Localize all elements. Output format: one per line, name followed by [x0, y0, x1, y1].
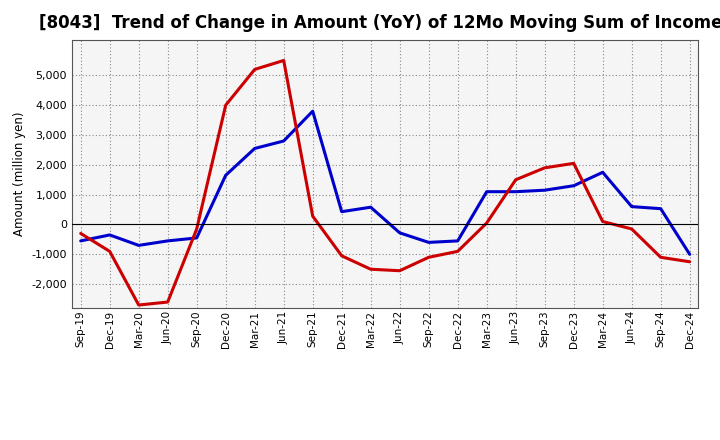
- Ordinary Income: [482, 189, 491, 194]
- Ordinary Income: [338, 209, 346, 214]
- Title: [8043]  Trend of Change in Amount (YoY) of 12Mo Moving Sum of Incomes: [8043] Trend of Change in Amount (YoY) o…: [38, 15, 720, 33]
- Net Income: [338, 253, 346, 258]
- Net Income: [482, 220, 491, 226]
- Ordinary Income: [511, 189, 520, 194]
- Net Income: [251, 67, 259, 72]
- Net Income: [511, 177, 520, 183]
- Ordinary Income: [395, 230, 404, 235]
- Ordinary Income: [424, 240, 433, 245]
- Ordinary Income: [221, 172, 230, 178]
- Net Income: [570, 161, 578, 166]
- Line: Ordinary Income: Ordinary Income: [81, 111, 690, 254]
- Ordinary Income: [163, 238, 172, 244]
- Net Income: [366, 267, 375, 272]
- Ordinary Income: [598, 170, 607, 175]
- Ordinary Income: [308, 109, 317, 114]
- Ordinary Income: [570, 183, 578, 188]
- Ordinary Income: [76, 238, 85, 244]
- Net Income: [192, 226, 201, 231]
- Net Income: [424, 255, 433, 260]
- Net Income: [308, 213, 317, 219]
- Net Income: [395, 268, 404, 273]
- Ordinary Income: [251, 146, 259, 151]
- Net Income: [541, 165, 549, 170]
- Net Income: [279, 58, 288, 63]
- Net Income: [163, 299, 172, 304]
- Ordinary Income: [279, 138, 288, 143]
- Ordinary Income: [627, 204, 636, 209]
- Y-axis label: Amount (million yen): Amount (million yen): [13, 112, 26, 236]
- Net Income: [627, 226, 636, 231]
- Net Income: [105, 249, 114, 254]
- Net Income: [657, 255, 665, 260]
- Net Income: [598, 219, 607, 224]
- Ordinary Income: [657, 206, 665, 211]
- Ordinary Income: [454, 238, 462, 244]
- Line: Net Income: Net Income: [81, 60, 690, 305]
- Net Income: [454, 249, 462, 254]
- Ordinary Income: [105, 232, 114, 238]
- Ordinary Income: [135, 243, 143, 248]
- Net Income: [76, 231, 85, 236]
- Net Income: [685, 259, 694, 264]
- Ordinary Income: [192, 235, 201, 241]
- Ordinary Income: [685, 252, 694, 257]
- Ordinary Income: [541, 187, 549, 193]
- Ordinary Income: [366, 205, 375, 210]
- Net Income: [221, 103, 230, 108]
- Net Income: [135, 302, 143, 308]
